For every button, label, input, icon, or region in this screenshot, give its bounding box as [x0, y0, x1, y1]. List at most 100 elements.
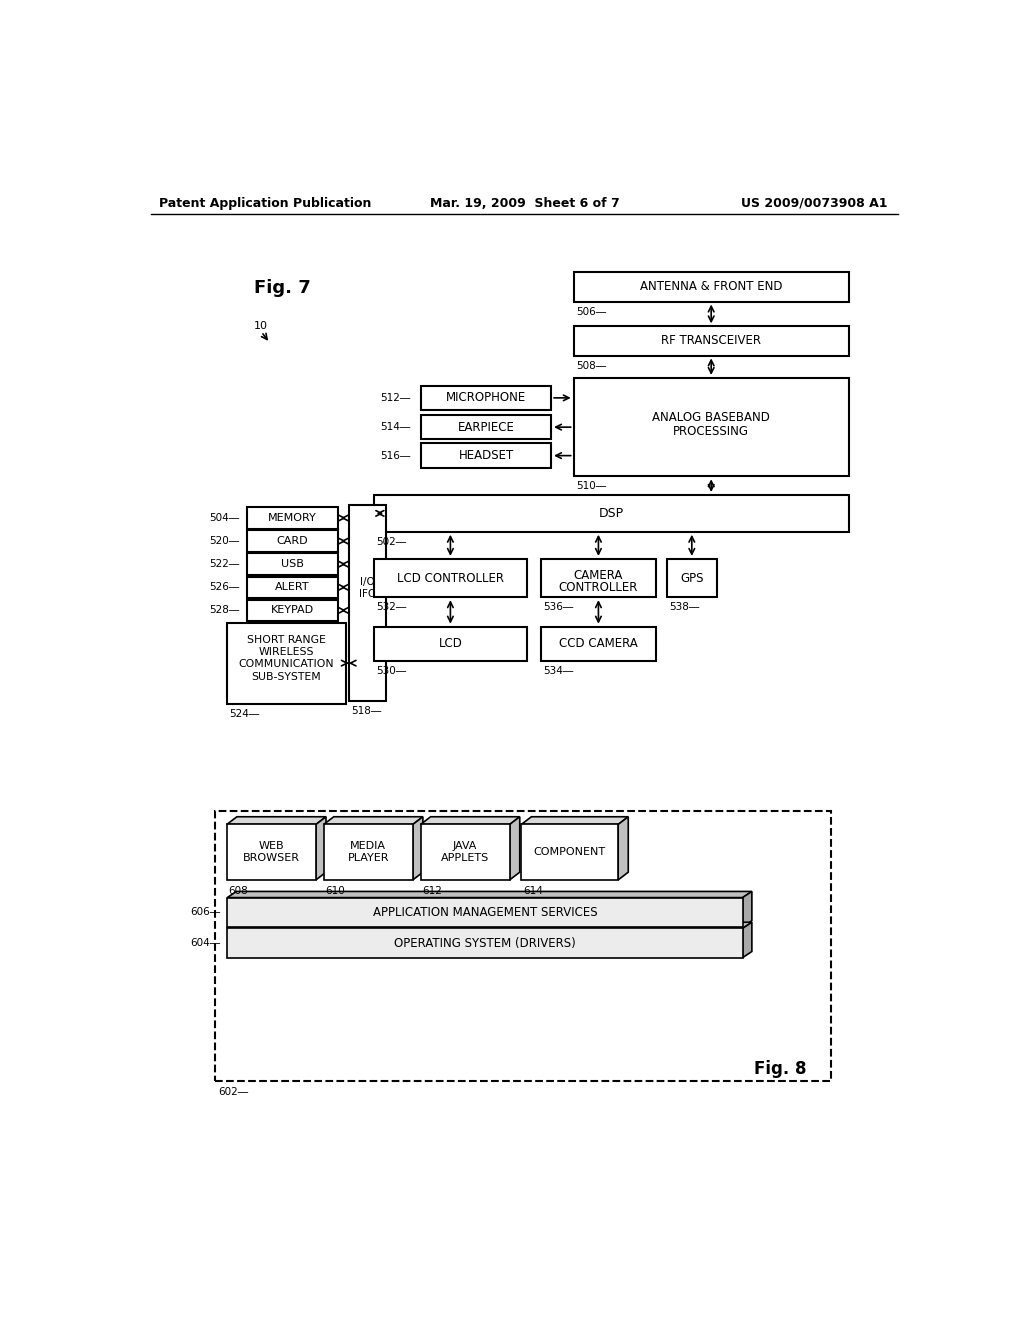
Text: 518―: 518― — [351, 706, 382, 717]
Bar — [247, 599, 338, 622]
Text: 534―: 534― — [544, 667, 573, 676]
Text: MICROPHONE: MICROPHONE — [445, 391, 526, 404]
Text: COMMUNICATION: COMMUNICATION — [239, 659, 334, 669]
Text: LCD CONTROLLER: LCD CONTROLLER — [397, 572, 504, 585]
Text: Fig. 7: Fig. 7 — [254, 279, 310, 297]
Text: MEMORY: MEMORY — [268, 513, 316, 523]
Bar — [227, 623, 346, 704]
Text: HEADSET: HEADSET — [459, 449, 514, 462]
Text: LCD: LCD — [438, 638, 463, 651]
Text: 510―: 510― — [575, 482, 606, 491]
Text: OPERATING SYSTEM (DRIVERS): OPERATING SYSTEM (DRIVERS) — [394, 936, 575, 949]
Polygon shape — [226, 817, 326, 825]
Text: 538―: 538― — [669, 602, 699, 612]
Polygon shape — [618, 817, 629, 880]
Text: 512―: 512― — [381, 393, 411, 403]
Text: 602―: 602― — [219, 1086, 249, 1097]
Text: 10: 10 — [254, 321, 268, 331]
Text: SUB-SYSTEM: SUB-SYSTEM — [252, 672, 322, 681]
Text: Mar. 19, 2009  Sheet 6 of 7: Mar. 19, 2009 Sheet 6 of 7 — [430, 197, 620, 210]
Text: ANTENNA & FRONT END: ANTENNA & FRONT END — [640, 280, 782, 293]
Text: 536―: 536― — [544, 602, 573, 612]
Text: COMPONENT: COMPONENT — [534, 847, 606, 857]
Text: 530―: 530― — [376, 667, 407, 676]
Text: CONTROLLER: CONTROLLER — [559, 581, 638, 594]
Bar — [421, 414, 551, 440]
Text: KEYPAD: KEYPAD — [270, 606, 314, 615]
Bar — [349, 506, 386, 701]
Bar — [421, 444, 551, 469]
Bar — [215, 812, 830, 1081]
Text: ANALOG BASEBAND: ANALOG BASEBAND — [652, 412, 770, 425]
Text: 522―: 522― — [209, 560, 240, 569]
Bar — [421, 385, 551, 411]
Bar — [226, 825, 316, 880]
Text: 520―: 520― — [209, 536, 240, 546]
Bar — [247, 553, 338, 576]
Text: 610―: 610― — [326, 886, 355, 896]
Text: 504―: 504― — [209, 513, 240, 523]
Text: 526―: 526― — [209, 582, 240, 593]
Text: 532―: 532― — [376, 602, 407, 612]
Text: DSP: DSP — [599, 507, 624, 520]
Text: CAMERA: CAMERA — [573, 569, 624, 582]
Bar — [247, 577, 338, 598]
Polygon shape — [521, 817, 629, 825]
Bar — [324, 825, 413, 880]
Text: CCD CAMERA: CCD CAMERA — [559, 638, 638, 651]
Text: 508―: 508― — [575, 360, 606, 371]
Text: 514―: 514― — [381, 422, 411, 432]
Text: EARPIECE: EARPIECE — [458, 421, 514, 434]
Polygon shape — [510, 817, 520, 880]
Polygon shape — [227, 923, 752, 928]
Text: GPS: GPS — [680, 572, 703, 585]
Text: 604―: 604― — [190, 939, 220, 948]
Text: 502―: 502― — [376, 537, 407, 546]
Text: 608―: 608― — [228, 886, 258, 896]
Polygon shape — [421, 817, 520, 825]
Bar — [521, 825, 618, 880]
Text: MEDIA
PLAYER: MEDIA PLAYER — [347, 841, 389, 863]
Polygon shape — [324, 817, 423, 825]
Bar — [573, 272, 849, 302]
Text: 516―: 516― — [381, 450, 411, 461]
Bar — [374, 627, 527, 661]
Text: WEB
BROWSER: WEB BROWSER — [243, 841, 300, 863]
Polygon shape — [227, 891, 752, 898]
Polygon shape — [316, 817, 326, 880]
Bar — [374, 495, 849, 532]
Bar — [247, 531, 338, 552]
Text: 506―: 506― — [575, 306, 606, 317]
Text: ALERT: ALERT — [275, 582, 309, 593]
Bar — [227, 928, 742, 958]
Bar — [573, 378, 849, 477]
Text: Patent Application Publication: Patent Application Publication — [159, 197, 372, 210]
Text: WIRELESS: WIRELESS — [259, 647, 314, 657]
Text: RF TRANSCEIVER: RF TRANSCEIVER — [662, 334, 761, 347]
Polygon shape — [742, 923, 752, 958]
Text: 606―: 606― — [190, 907, 220, 917]
Bar — [667, 558, 717, 598]
Bar — [573, 326, 849, 355]
Polygon shape — [413, 817, 423, 880]
Text: 614―: 614― — [523, 886, 553, 896]
Bar — [541, 627, 655, 661]
Bar — [541, 558, 655, 598]
Text: US 2009/0073908 A1: US 2009/0073908 A1 — [741, 197, 888, 210]
Text: JAVA
APPLETS: JAVA APPLETS — [441, 841, 489, 863]
Text: SHORT RANGE: SHORT RANGE — [247, 635, 326, 644]
Text: 528―: 528― — [209, 606, 240, 615]
Text: 524―: 524― — [229, 709, 260, 718]
Text: Fig. 8: Fig. 8 — [754, 1060, 806, 1078]
Text: APPLICATION MANAGEMENT SERVICES: APPLICATION MANAGEMENT SERVICES — [373, 906, 597, 919]
Text: CARD: CARD — [276, 536, 308, 546]
Bar — [374, 558, 527, 598]
Text: I/O: I/O — [360, 577, 375, 587]
Text: IFC: IFC — [359, 589, 376, 599]
Polygon shape — [742, 891, 752, 927]
Bar — [421, 825, 510, 880]
Bar — [247, 507, 338, 529]
Text: 612―: 612― — [422, 886, 453, 896]
Bar — [227, 898, 742, 927]
Text: PROCESSING: PROCESSING — [673, 425, 750, 438]
